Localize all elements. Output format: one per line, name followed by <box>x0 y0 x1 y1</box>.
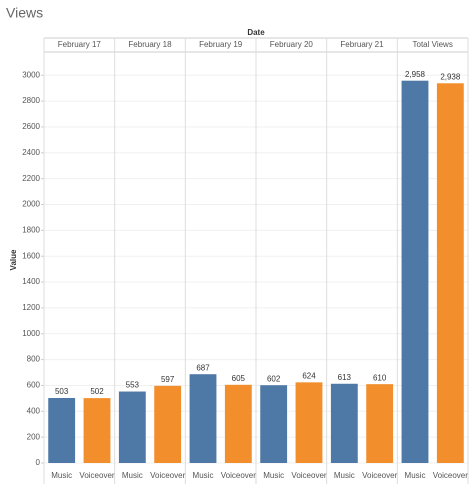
y-tick-label: 2400 <box>22 148 40 157</box>
bar <box>189 374 217 463</box>
x-tick-label: Voiceover <box>150 471 185 480</box>
data-label: 597 <box>161 375 175 384</box>
x-tick-label: Music <box>263 471 284 480</box>
y-tick-label: 2000 <box>22 200 40 209</box>
x-tick-label: Voiceover <box>221 471 256 480</box>
y-tick-label: 800 <box>27 355 41 364</box>
y-tick-label: 400 <box>27 406 41 415</box>
y-tick-label: 1200 <box>22 303 40 312</box>
y-tick-label: 2600 <box>22 122 40 131</box>
data-label: 610 <box>373 373 387 382</box>
x-tick-label: Voiceover <box>291 471 326 480</box>
bar <box>83 398 111 463</box>
data-label: 602 <box>267 374 281 383</box>
data-label: 613 <box>338 373 352 382</box>
chart-title: Views <box>6 5 43 21</box>
x-tick-label: Music <box>405 471 426 480</box>
pane-header: February 20 <box>270 40 314 49</box>
y-tick-label: 1600 <box>22 251 40 260</box>
data-label: 605 <box>232 374 246 383</box>
y-tick-label: 3000 <box>22 70 40 79</box>
y-tick-label: 1000 <box>22 329 40 338</box>
bar <box>366 384 394 463</box>
data-label: 503 <box>55 387 69 396</box>
y-tick-label: 2800 <box>22 96 40 105</box>
bar <box>260 385 288 463</box>
bar <box>436 83 464 464</box>
bar <box>401 80 429 464</box>
x-tick-label: Music <box>51 471 72 480</box>
pane-header: February 19 <box>199 40 243 49</box>
data-label: 553 <box>126 381 140 390</box>
x-tick-label: Voiceover <box>79 471 114 480</box>
y-tick-label: 2200 <box>22 174 40 183</box>
y-tick-label: 1400 <box>22 277 40 286</box>
data-label: 624 <box>302 371 316 380</box>
x-tick-label: Voiceover <box>362 471 397 480</box>
data-label: 502 <box>90 387 104 396</box>
x-tick-label: Music <box>334 471 355 480</box>
pane-header: February 18 <box>128 40 172 49</box>
bar <box>295 382 323 463</box>
pane-header: February 17 <box>58 40 102 49</box>
bar <box>330 383 358 463</box>
y-axis-label: Value <box>9 249 18 270</box>
pane-header: Total Views <box>413 40 453 49</box>
x-tick-label: Voiceover <box>433 471 468 480</box>
data-label: 2,958 <box>405 70 426 79</box>
pane-header: February 21 <box>340 40 384 49</box>
bar <box>224 384 252 463</box>
bar <box>154 385 182 463</box>
y-tick-label: 0 <box>36 458 41 467</box>
y-tick-label: 200 <box>27 432 41 441</box>
x-tick-label: Music <box>193 471 214 480</box>
bar <box>118 391 146 463</box>
bar <box>48 397 76 463</box>
data-label: 687 <box>196 363 210 372</box>
y-tick-label: 600 <box>27 381 41 390</box>
x-tick-label: Music <box>122 471 143 480</box>
column-header: Date <box>247 28 265 37</box>
y-tick-label: 1800 <box>22 225 40 234</box>
data-label: 2,938 <box>440 72 461 81</box>
